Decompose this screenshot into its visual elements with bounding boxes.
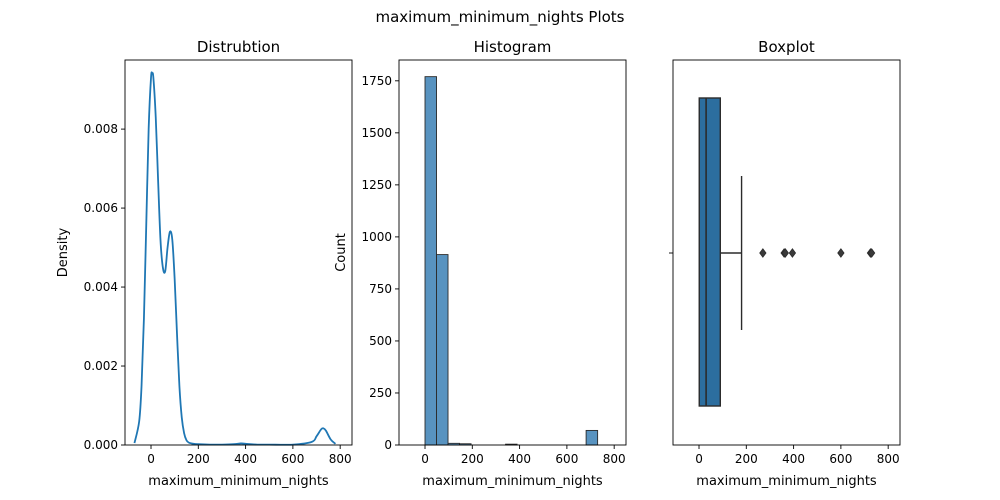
- x-tick-label: 0: [695, 452, 703, 466]
- boxplot-panel: Boxplot 0 200 400 600 800 maximum_minimum_ni…: [669, 38, 901, 489]
- outlier-point: [837, 248, 845, 258]
- y-tick-label: 0.000: [84, 438, 118, 452]
- distribution-title: Distrubtion: [197, 38, 280, 56]
- x-tick-label: 800: [329, 452, 352, 466]
- histogram-marks: 0 200 400 600 800 0 250 500 750 1000 1250 1500 1750: [361, 74, 625, 466]
- boxplot-axes-frame: [672, 59, 901, 446]
- y-tick-label: 0.002: [84, 359, 118, 373]
- y-tick-label: 0.004: [84, 280, 118, 294]
- x-tick-label: 0: [147, 452, 155, 466]
- x-tick-label: 200: [735, 452, 758, 466]
- y-tick-label: 0.006: [84, 201, 118, 215]
- histogram-axes-frame: [398, 59, 627, 446]
- y-tick-label: 500: [369, 334, 392, 348]
- box-iqr: [698, 97, 721, 407]
- histogram-x-label: maximum_minimum_nights: [422, 474, 603, 489]
- histogram-y-label: Count: [334, 233, 349, 272]
- boxplot-title: Boxplot: [758, 38, 815, 56]
- distribution-y-label: Density: [56, 227, 71, 277]
- x-tick-label: 800: [603, 452, 626, 466]
- distribution-axes-frame: [124, 59, 353, 446]
- figure-title: maximum_minimum_nights Plots: [375, 8, 624, 27]
- y-tick-label: 1000: [361, 230, 392, 244]
- x-tick-label: 200: [187, 452, 210, 466]
- x-tick-label: 600: [281, 452, 304, 466]
- density-line: [133, 71, 337, 446]
- x-tick-label: 600: [829, 452, 852, 466]
- y-tick-label: 250: [369, 386, 392, 400]
- x-tick-label: 200: [461, 452, 484, 466]
- distribution-x-label: maximum_minimum_nights: [148, 474, 329, 489]
- histogram-bar: [436, 254, 449, 446]
- y-tick-label: 0.008: [84, 122, 118, 136]
- x-tick-label: 800: [877, 452, 900, 466]
- x-tick-label: 600: [555, 452, 578, 466]
- outlier-point: [781, 248, 789, 258]
- histogram-panel: Histogram 0 200 400 600 800 0 250 500 750 1000 125…: [334, 38, 627, 489]
- distribution-panel: Distrubtion 0 200 400 600 800 0.000 0.002 0.004…: [56, 38, 353, 489]
- y-tick-label: 1750: [361, 74, 392, 88]
- histogram-bar: [585, 429, 599, 446]
- x-tick-label: 400: [508, 452, 531, 466]
- outlier-point: [759, 248, 767, 258]
- y-tick-label: 1250: [361, 178, 392, 192]
- distribution-marks: 0 200 400 600 800 0.000 0.002 0.004 0.006 0.008: [84, 71, 352, 466]
- x-tick-label: 0: [421, 452, 429, 466]
- x-tick-label: 400: [782, 452, 805, 466]
- outlier-point: [867, 248, 876, 258]
- boxplot-x-label: maximum_minimum_nights: [696, 474, 877, 489]
- y-tick-label: 0: [384, 438, 392, 452]
- histogram-title: Histogram: [474, 38, 552, 56]
- outlier-point: [788, 248, 797, 258]
- x-tick-label: 400: [234, 452, 257, 466]
- y-tick-label: 1500: [361, 126, 392, 140]
- histogram-bar: [424, 76, 437, 446]
- y-tick-label: 750: [369, 282, 392, 296]
- boxplot-marks: 0 200 400 600 800: [669, 97, 900, 466]
